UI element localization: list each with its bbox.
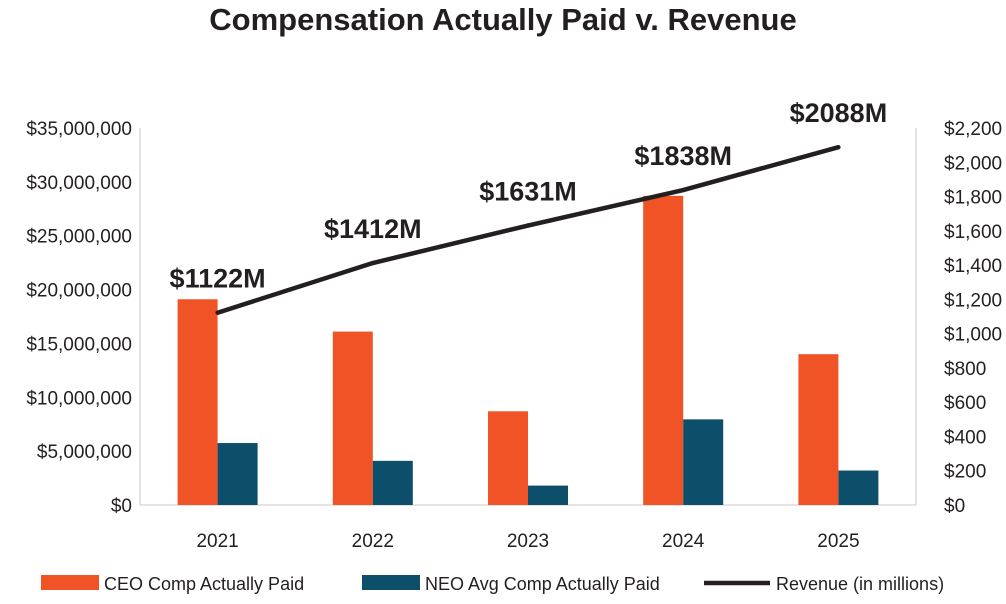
neo-comp-bar (217, 443, 258, 505)
revenue-point (681, 187, 686, 193)
y-right-tick-label: $1,400 (944, 256, 1002, 277)
bars (177, 195, 879, 506)
x-tick-label: 2021 (196, 531, 238, 552)
legend-label-ceo: CEO Comp Actually Paid (104, 574, 304, 594)
revenue-value-label: $1838M (634, 141, 732, 171)
neo-comp-bar (528, 485, 568, 505)
y-left-tick-label: $30,000,000 (26, 173, 132, 194)
legend: CEO Comp Actually Paid NEO Avg Comp Actua… (41, 574, 944, 594)
y-right-tick-label: $1,600 (944, 222, 1002, 243)
y-left-tick-label: $20,000,000 (26, 281, 132, 302)
chart-title: Compensation Actually Paid v. Revenue (209, 2, 797, 37)
neo-comp-bar (683, 419, 724, 505)
revenue-point (370, 260, 375, 266)
value-labels: $1122M $1412M $1631M $1838M $2088M (170, 98, 888, 294)
ceo-comp-bar (488, 411, 528, 505)
y-right-tick-label: $600 (944, 393, 986, 414)
revenue-value-label: $1122M (170, 264, 266, 294)
ceo-comp-bar (798, 354, 839, 505)
revenue-point (525, 223, 531, 228)
revenue-point (215, 310, 220, 315)
x-tick-label: 2025 (817, 531, 859, 552)
revenue-value-label: $1412M (324, 214, 422, 244)
y-right-tick-label: $400 (944, 427, 986, 448)
legend-swatch-ceo (41, 575, 99, 590)
y-right-tick-label: $2,200 (944, 119, 1002, 140)
ceo-comp-bar (643, 195, 684, 506)
y-left-tick-label: $5,000,000 (37, 442, 132, 463)
y-right-tick-label: $200 (944, 462, 986, 483)
revenue-line-group (215, 144, 841, 315)
x-tick-label: 2022 (352, 531, 394, 552)
y-left-tick-label: $25,000,000 (26, 227, 132, 248)
y-right-tick-label: $1,800 (944, 188, 1002, 209)
legend-label-neo: NEO Avg Comp Actually Paid (425, 574, 660, 594)
legend-swatch-neo (362, 575, 420, 590)
ceo-comp-bar (332, 331, 373, 505)
ceo-comp-bar (177, 299, 218, 505)
revenue-line (216, 145, 839, 315)
x-tick-label: 2024 (662, 531, 705, 552)
y-right-tick-label: $1,200 (944, 290, 1002, 311)
y-right-tick-label: $2,000 (944, 153, 1002, 174)
y-left-tick-label: $0 (111, 496, 132, 517)
axes: $0 $5,000,000 $10,000,000 $15,000,000 $20,00… (26, 119, 1002, 552)
x-tick-label: 2023 (507, 531, 549, 552)
neo-comp-bar (372, 460, 413, 505)
y-right-tick-label: $1,000 (944, 325, 1002, 346)
legend-label-revenue: Revenue (in millions) (776, 574, 944, 594)
y-left-tick-label: $10,000,000 (26, 388, 132, 409)
y-right-tick-label: $0 (944, 496, 965, 517)
neo-comp-bar (838, 470, 879, 505)
revenue-value-label: $2088M (790, 98, 888, 128)
revenue-value-label: $1631M (479, 177, 577, 207)
y-right-tick-label: $800 (944, 359, 986, 380)
y-left-tick-label: $35,000,000 (26, 119, 132, 140)
revenue-point (836, 144, 841, 150)
y-left-tick-label: $15,000,000 (26, 334, 132, 355)
